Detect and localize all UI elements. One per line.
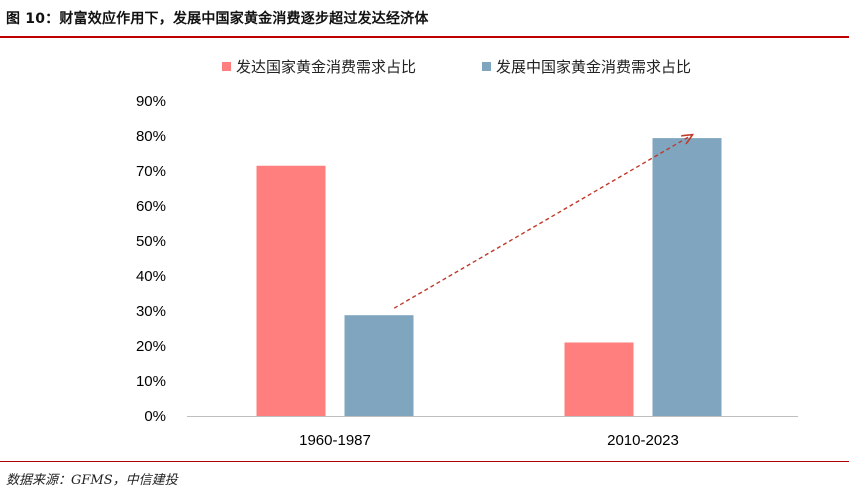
source-rule bbox=[0, 461, 849, 462]
y-tick-label: 50% bbox=[136, 233, 166, 250]
bar-developed-1960-1987 bbox=[256, 165, 326, 416]
legend-label-1: 发达国家黄金消费需求占比 bbox=[236, 58, 416, 76]
legend: 发达国家黄金消费需求占比 发展中国家黄金消费需求占比 bbox=[222, 58, 691, 76]
bar-developed-2010-2023 bbox=[564, 342, 634, 416]
y-tick-label: 70% bbox=[136, 163, 166, 180]
y-tick-label: 60% bbox=[136, 198, 166, 215]
annotations bbox=[393, 135, 692, 309]
y-tick-label: 10% bbox=[136, 373, 166, 390]
x-axis: 1960-1987 2010-2023 bbox=[187, 416, 798, 449]
y-tick-label: 80% bbox=[136, 128, 166, 145]
bar-chart: 发达国家黄金消费需求占比 发展中国家黄金消费需求占比 0% 10% 20% 30% 40%… bbox=[136, 58, 798, 449]
legend-swatch-2 bbox=[482, 62, 491, 71]
y-tick-label: 30% bbox=[136, 303, 166, 320]
y-tick-label: 40% bbox=[136, 268, 166, 285]
source-note: 数据来源：GFMS，中信建投 bbox=[6, 473, 178, 488]
figure-title: 图 10：财富效应作用下，发展中国家黄金消费逐步超过发达经济体 bbox=[6, 11, 429, 27]
x-tick-label: 2010-2023 bbox=[607, 432, 679, 449]
x-tick-label: 1960-1987 bbox=[299, 432, 371, 449]
y-axis: 0% 10% 20% 30% 40% 50% 60% 70% 80% 90% bbox=[136, 93, 166, 425]
y-tick-label: 20% bbox=[136, 338, 166, 355]
trend-arrow bbox=[393, 135, 692, 309]
legend-label-2: 发展中国家黄金消费需求占比 bbox=[496, 58, 691, 76]
y-tick-label: 0% bbox=[144, 408, 166, 425]
title-rule bbox=[0, 36, 849, 38]
y-tick-label: 90% bbox=[136, 93, 166, 110]
bar-developing-2010-2023 bbox=[652, 138, 722, 416]
legend-swatch-1 bbox=[222, 62, 231, 71]
bar-developing-1960-1987 bbox=[344, 315, 414, 416]
bars-group bbox=[256, 138, 722, 416]
